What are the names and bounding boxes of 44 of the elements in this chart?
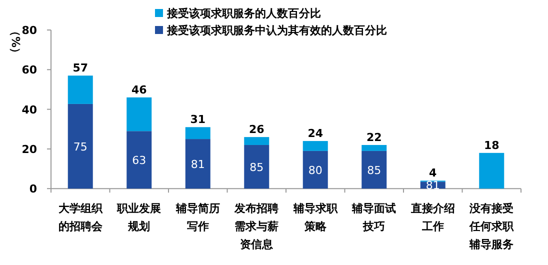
bar	[68, 76, 93, 104]
bar	[126, 97, 152, 132]
bar	[244, 144, 270, 189]
x-tick-label: 直接介绍工作	[410, 202, 455, 233]
bar	[302, 150, 328, 189]
y-tick-label: 80	[22, 24, 38, 37]
bar	[244, 137, 270, 145]
bar	[479, 152, 504, 189]
legend-label: 接受该项求职服务中认为其有效的人数百分比	[166, 24, 387, 37]
y-tick-label: 60	[22, 64, 38, 77]
annotation: 81	[190, 158, 205, 171]
y-axis-title: （%）	[9, 25, 22, 59]
x-tick-label: 没有接受任何求职辅导服务	[468, 202, 515, 251]
y-tick-label: 40	[22, 103, 38, 116]
x-tick-label: 大学组织的招聘会	[58, 202, 104, 233]
annotation: 85	[367, 164, 382, 177]
total-label: 24	[308, 127, 324, 140]
y-tick-label: 0	[29, 182, 38, 196]
total-label: 26	[248, 123, 265, 136]
total-label: 31	[190, 113, 206, 126]
x-tick-label: 辅导简历写作	[174, 202, 220, 233]
total-label: 46	[131, 83, 148, 96]
legend-label: 接受该项求职服务的人数百分比	[166, 7, 321, 20]
total-label: 18	[484, 138, 500, 152]
bar	[126, 131, 152, 189]
bar	[68, 104, 93, 189]
total-label: 4	[429, 166, 438, 180]
bar	[185, 139, 210, 189]
annotation: 75	[73, 140, 88, 154]
total-label: 57	[72, 62, 88, 75]
bar	[362, 150, 387, 189]
x-tick-label: 职业发展规划	[116, 202, 162, 233]
bar	[362, 144, 387, 151]
annotation: 85	[250, 160, 264, 174]
bar	[302, 141, 328, 151]
annotation: 81	[426, 179, 440, 192]
annotation: 80	[308, 164, 322, 177]
total-label: 22	[366, 130, 382, 144]
annotation: 63	[132, 154, 146, 167]
x-tick-label: 辅导求职策略	[292, 202, 338, 233]
y-tick-label: 20	[22, 142, 38, 156]
bar	[185, 127, 210, 140]
x-tick-label: 辅导面试技巧	[351, 202, 396, 233]
x-tick-label: 发布招聘需求与薪资信息	[234, 202, 279, 251]
